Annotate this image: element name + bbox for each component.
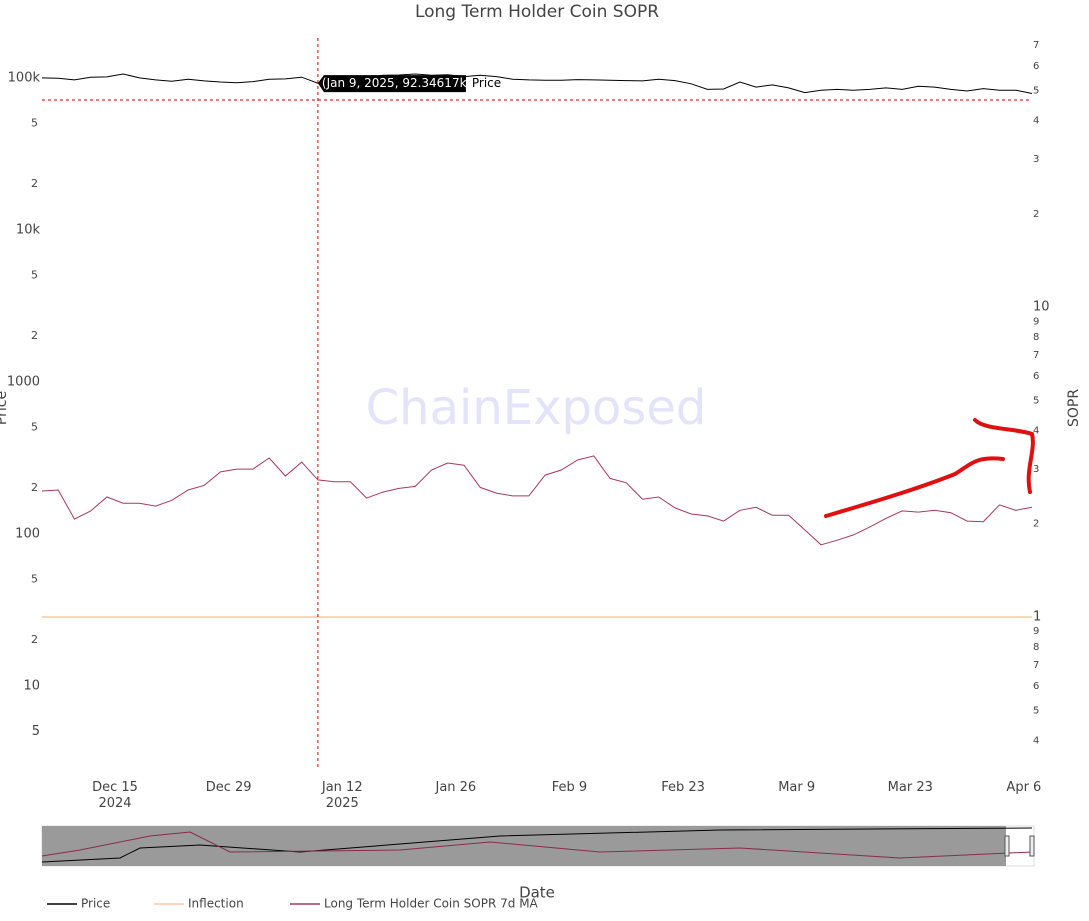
y2-tick-label: 6 (1033, 681, 1039, 692)
series-line (41, 73, 1033, 94)
x-tick-label: Jan 26 (434, 780, 476, 795)
range-slider-line (41, 831, 1033, 859)
watermark: ChainExposed (366, 380, 707, 436)
y-tick-label: 10k (16, 222, 41, 237)
legend-label: Price (81, 897, 110, 911)
y2-tick-label: 3 (1033, 154, 1039, 165)
x-tick-label: Feb 9 (552, 780, 587, 795)
y-tick-label: 5 (31, 421, 38, 434)
x-tick-label: Mar 9 (778, 780, 815, 795)
y2-tick-label: 5 (1033, 85, 1039, 96)
y2-tick-label: 6 (1033, 371, 1039, 382)
y-tick-label: 2 (31, 633, 38, 646)
y2-tick-label: 7 (1033, 40, 1039, 51)
y-tick-label: 5 (32, 724, 40, 739)
y-tick-label: 100k (8, 70, 41, 85)
y2-tick-label: 10 (1033, 300, 1050, 315)
hover-box (317, 75, 466, 93)
range-handle[interactable] (1029, 835, 1035, 857)
y2-tick-label: 3 (1033, 464, 1039, 475)
chart-title: Long Term Holder Coin SOPR (415, 2, 659, 22)
y2-tick-label: 5 (1033, 395, 1039, 406)
range-slider[interactable] (41, 825, 1035, 867)
y-tick-label: 5 (31, 573, 38, 586)
range-slider-mask (42, 826, 1006, 866)
hand-drawn-annotation (973, 418, 1035, 494)
y2-tick-label: 4 (1033, 115, 1039, 126)
x-tick-label: Mar 23 (888, 780, 933, 795)
y2-tick-label: 1 (1033, 610, 1041, 625)
hover-text: (Jan 9, 2025, 92.34617k) (322, 76, 471, 90)
legend-label: Inflection (188, 897, 244, 911)
y2-tick-label: 2 (1033, 209, 1039, 220)
series-line (41, 455, 1033, 546)
x-tick-label: Dec 15 2024 (92, 780, 138, 811)
y2-tick-label: 6 (1033, 61, 1039, 72)
y2-tick-label: 9 (1033, 626, 1039, 637)
y2-tick-label: 5 (1033, 705, 1039, 716)
x-tick-label: Feb 23 (661, 780, 705, 795)
hand-drawn-annotation (824, 456, 1005, 518)
x-axis-title: Date (519, 884, 555, 902)
y2-tick-label: 7 (1033, 660, 1039, 671)
y2-axis-title: SOPR (1066, 389, 1082, 427)
y2-tick-label: 4 (1033, 735, 1039, 746)
hover-series-name: Price (472, 76, 501, 90)
x-tick-label: Jan 12 2025 (321, 780, 363, 811)
y-tick-label: 2 (31, 329, 38, 342)
y2-tick-label: 9 (1033, 316, 1039, 327)
range-handle[interactable] (1004, 835, 1010, 857)
y-tick-label: 100 (15, 526, 40, 541)
legend-label: Long Term Holder Coin SOPR 7d MA (324, 897, 539, 911)
y2-tick-label: 8 (1033, 332, 1039, 343)
y-tick-label: 1000 (7, 374, 40, 389)
y2-tick-label: 2 (1033, 519, 1039, 530)
y-tick-label: 10 (23, 678, 40, 693)
x-tick-label: Dec 29 (206, 780, 252, 795)
y-axis-title: Price (0, 391, 10, 425)
range-slider-line (41, 827, 1033, 863)
y-tick-label: 5 (31, 117, 38, 130)
y2-tick-label: 7 (1033, 350, 1039, 361)
y2-tick-label: 8 (1033, 642, 1039, 653)
y2-tick-label: 4 (1033, 425, 1039, 436)
y-tick-label: 5 (31, 269, 38, 282)
x-tick-label: Apr 6 (1006, 780, 1041, 795)
y-tick-label: 2 (31, 481, 38, 494)
y-tick-label: 2 (31, 177, 38, 190)
